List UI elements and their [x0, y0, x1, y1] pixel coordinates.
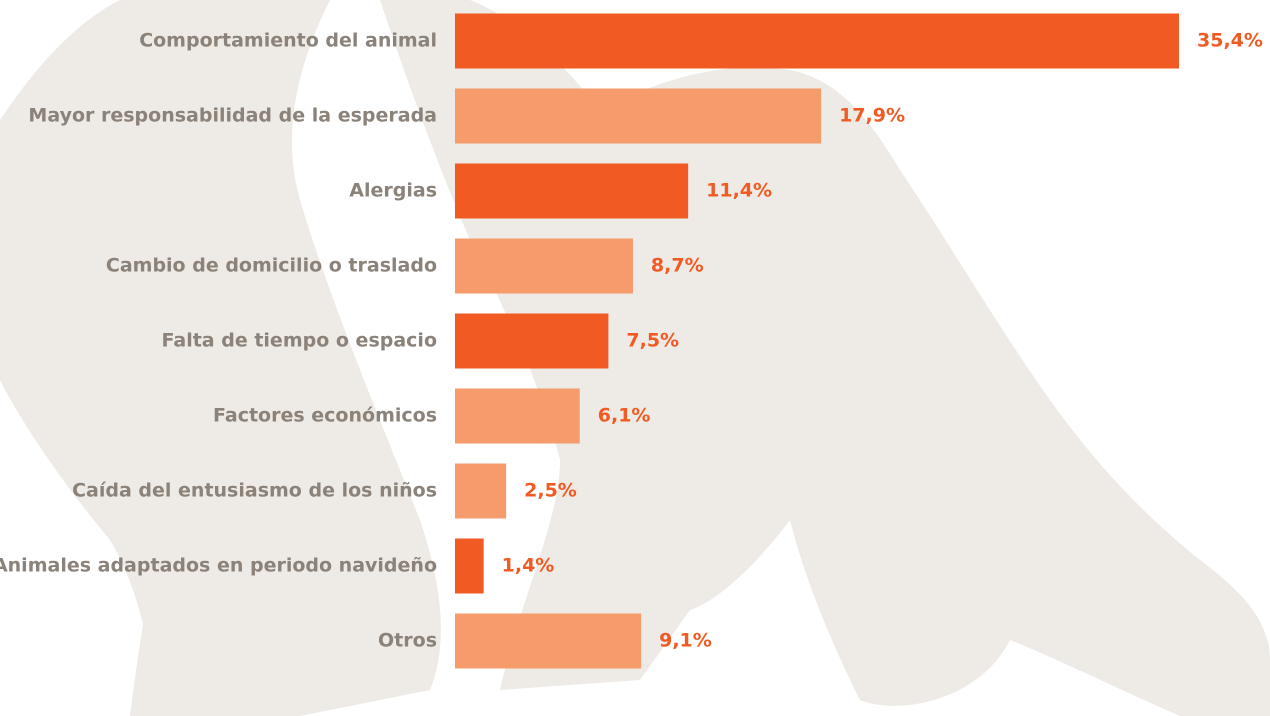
category-label: Cambio de domicilio o traslado	[106, 255, 437, 277]
paw-shape	[130, 480, 252, 716]
bar	[455, 238, 633, 294]
leg-shape	[0, 0, 441, 716]
bar	[455, 463, 507, 519]
bar	[455, 613, 642, 669]
value-label: 6,1%	[598, 405, 651, 427]
value-label: 11,4%	[706, 180, 772, 202]
category-label: Mayor responsabilidad de la esperada	[28, 105, 437, 127]
value-label: 8,7%	[651, 255, 704, 277]
value-label: 7,5%	[626, 330, 679, 352]
category-label: Comportamiento del animal	[139, 30, 437, 52]
value-label: 35,4%	[1197, 30, 1263, 52]
value-label: 2,5%	[524, 480, 577, 502]
plot-area: Comportamiento del animal 35,4% Mayor resp…	[0, 13, 1263, 669]
category-label: Animales adaptados en periodo navideño	[0, 555, 437, 577]
category-label: Falta de tiempo o espacio	[162, 330, 437, 352]
category-label: Caída del entusiasmo de los niños	[72, 480, 437, 502]
category-label: Otros	[378, 630, 437, 652]
category-label: Alergias	[349, 180, 437, 202]
value-label: 9,1%	[659, 630, 712, 652]
bar	[455, 163, 689, 219]
value-label: 17,9%	[839, 105, 905, 127]
value-label: 1,4%	[502, 555, 555, 577]
bar	[455, 313, 609, 369]
bar	[455, 388, 580, 444]
bar	[455, 538, 484, 594]
bar	[455, 13, 1179, 69]
bar	[455, 88, 822, 144]
category-label: Factores económicos	[213, 405, 437, 427]
